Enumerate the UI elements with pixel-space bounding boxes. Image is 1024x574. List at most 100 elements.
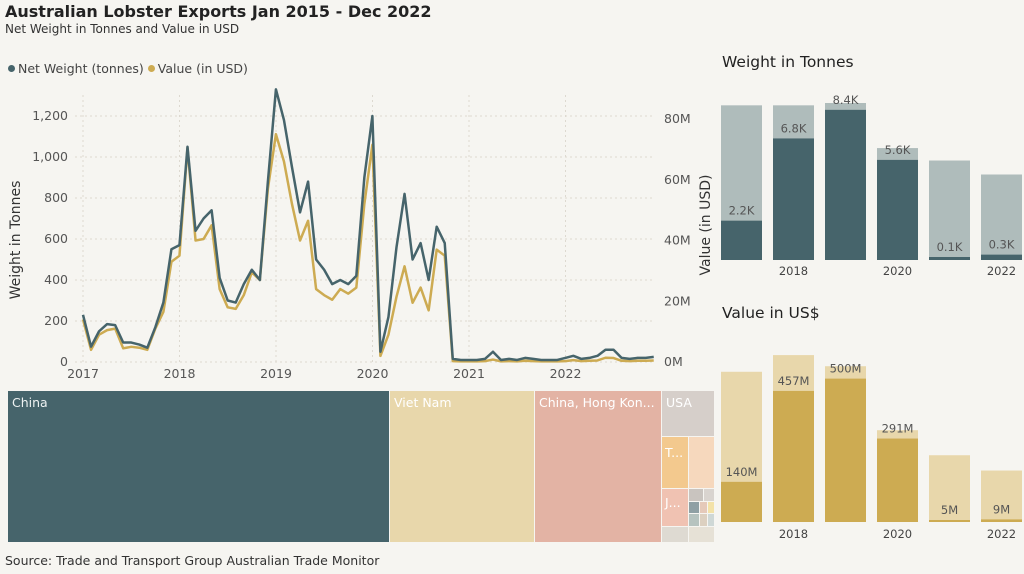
value-bar-label: 5M <box>941 503 958 517</box>
value-bar-bg <box>877 430 918 522</box>
source-note: Source: Trade and Transport Group Austra… <box>5 553 380 568</box>
weight-bar-title: Weight in Tonnes <box>722 53 854 71</box>
value-bar-label: 9M <box>993 502 1010 516</box>
value-bar <box>721 481 762 522</box>
weight-bar <box>981 254 1022 260</box>
legend-label-value: Value (in USD) <box>157 61 248 76</box>
y-tick-left: 200 <box>44 313 68 328</box>
value-bar <box>929 520 970 522</box>
treemap-tile-misc-e[interactable] <box>700 502 708 514</box>
x-tick: 2021 <box>453 366 485 381</box>
y-axis-label-right: Value (in USD) <box>698 175 714 276</box>
treemap-tile-hongkong[interactable]: China, Hong Kon... <box>535 391 662 543</box>
weight-bar-label: 5.6K <box>885 143 911 157</box>
value-bar <box>981 519 1022 522</box>
value-bar-label: 457M <box>778 374 810 388</box>
value-bar-label: 500M <box>830 362 862 376</box>
y-tick-right: 80M <box>664 111 691 126</box>
y-tick-left: 0 <box>60 354 68 369</box>
treemap-tile-misc-k[interactable] <box>689 527 715 543</box>
treemap-tile-misc-a[interactable] <box>689 437 715 489</box>
weight-bar-bg <box>825 103 866 260</box>
value-bar <box>773 390 814 522</box>
value-bar <box>825 378 866 522</box>
treemap-tile-misc-i[interactable] <box>708 514 715 527</box>
treemap-label-china: China <box>12 395 48 410</box>
treemap-label-hongkong: China, Hong Kon... <box>539 395 655 410</box>
y-tick-left: 800 <box>44 190 68 205</box>
legend-item-value[interactable]: Value (in USD) <box>147 61 248 76</box>
treemap-tile-misc-f[interactable] <box>708 502 715 514</box>
weight-bar <box>773 138 814 260</box>
x-tick: 2019 <box>260 366 292 381</box>
weight-bar-label: 8.4K <box>833 93 859 107</box>
weight-bar-bg <box>721 105 762 260</box>
weight-x-tick: 2020 <box>883 264 912 278</box>
value-bar-bg <box>773 355 814 522</box>
legend-dot-value <box>147 65 155 72</box>
value-bar-bg <box>825 366 866 522</box>
x-tick: 2020 <box>357 366 389 381</box>
line-chart: 0 200 400 600 800 1,000 1,200 0M 20M 40M 60M 80M 201… <box>8 88 714 381</box>
treemap-label-usa: USA <box>666 395 692 410</box>
treemap-tile-china[interactable]: China <box>8 391 390 543</box>
weight-bar <box>721 220 762 260</box>
y-tick-left: 1,200 <box>32 108 68 123</box>
treemap-tile-t[interactable]: T... <box>662 437 689 489</box>
treemap-tile-misc-j[interactable] <box>662 527 689 543</box>
weight-bar <box>825 109 866 261</box>
y-tick-right: 60M <box>664 172 691 187</box>
x-tick: 2022 <box>550 366 582 381</box>
value-bar-label: 140M <box>726 465 758 479</box>
weight-bar-bg <box>773 105 814 260</box>
weight-bar <box>929 257 970 260</box>
y-tick-right: 40M <box>664 233 691 248</box>
chart-title: Australian Lobster Exports Jan 2015 - De… <box>5 2 432 21</box>
y-tick-left: 1,000 <box>32 149 68 164</box>
y-tick-left: 600 <box>44 231 68 246</box>
weight-bar-label: 0.3K <box>989 238 1015 252</box>
x-tick: 2018 <box>164 366 196 381</box>
treemap-tile-misc-c[interactable] <box>704 489 715 502</box>
value-bar-bg <box>981 470 1022 522</box>
treemap-tile-vietnam[interactable]: Viet Nam <box>390 391 535 543</box>
weight-bar-label: 6.8K <box>781 121 807 135</box>
treemap-label-t: T... <box>665 445 684 460</box>
y-tick-right: 20M <box>664 293 691 308</box>
value-x-tick: 2022 <box>987 527 1016 541</box>
series-line-value <box>81 132 654 363</box>
treemap-label-vietnam: Viet Nam <box>394 395 452 410</box>
legend-item-weight[interactable]: Net Weight (tonnes) <box>8 61 144 76</box>
weight-bar-bg <box>981 174 1022 260</box>
x-tick: 2017 <box>67 366 99 381</box>
series-line-weight <box>81 88 654 362</box>
value-x-tick: 2018 <box>779 527 808 541</box>
legend-label-weight: Net Weight (tonnes) <box>18 61 144 76</box>
value-bar-label: 291M <box>882 422 914 436</box>
treemap-tile-misc-h[interactable] <box>700 514 708 527</box>
y-axis-label-left: Weight in Tonnes <box>8 181 24 300</box>
value-bar-bg <box>721 371 762 522</box>
value-bar <box>877 438 918 522</box>
y-tick-right: 0M <box>664 354 683 369</box>
chart-subtitle: Net Weight in Tonnes and Value in USD <box>5 22 240 36</box>
y-tick-left: 400 <box>44 272 68 287</box>
treemap-tile-misc-d[interactable] <box>689 502 700 514</box>
value-bar-title: Value in US$ <box>722 304 820 322</box>
value-bar-bg <box>929 455 970 522</box>
treemap-tile-usa[interactable]: USA <box>662 391 715 437</box>
weight-bar-bg <box>929 160 970 260</box>
legend-dot-weight <box>8 65 15 72</box>
treemap-label-j: J... <box>665 495 681 510</box>
weight-x-tick: 2018 <box>779 264 808 278</box>
country-treemap: China Viet Nam China, Hong Kon... USA T.… <box>8 391 715 543</box>
line-legend: Net Weight (tonnes) Value (in USD) <box>8 61 248 76</box>
treemap-tile-misc-g[interactable] <box>689 514 700 527</box>
weight-x-tick: 2022 <box>987 264 1016 278</box>
weight-bar-label: 2.2K <box>729 204 755 218</box>
treemap-tile-misc-b[interactable] <box>689 489 704 502</box>
treemap-tile-j[interactable]: J... <box>662 489 689 527</box>
weight-bar-bg <box>877 148 918 260</box>
weight-bar <box>877 159 918 260</box>
weight-bar-label: 0.1K <box>937 240 963 254</box>
